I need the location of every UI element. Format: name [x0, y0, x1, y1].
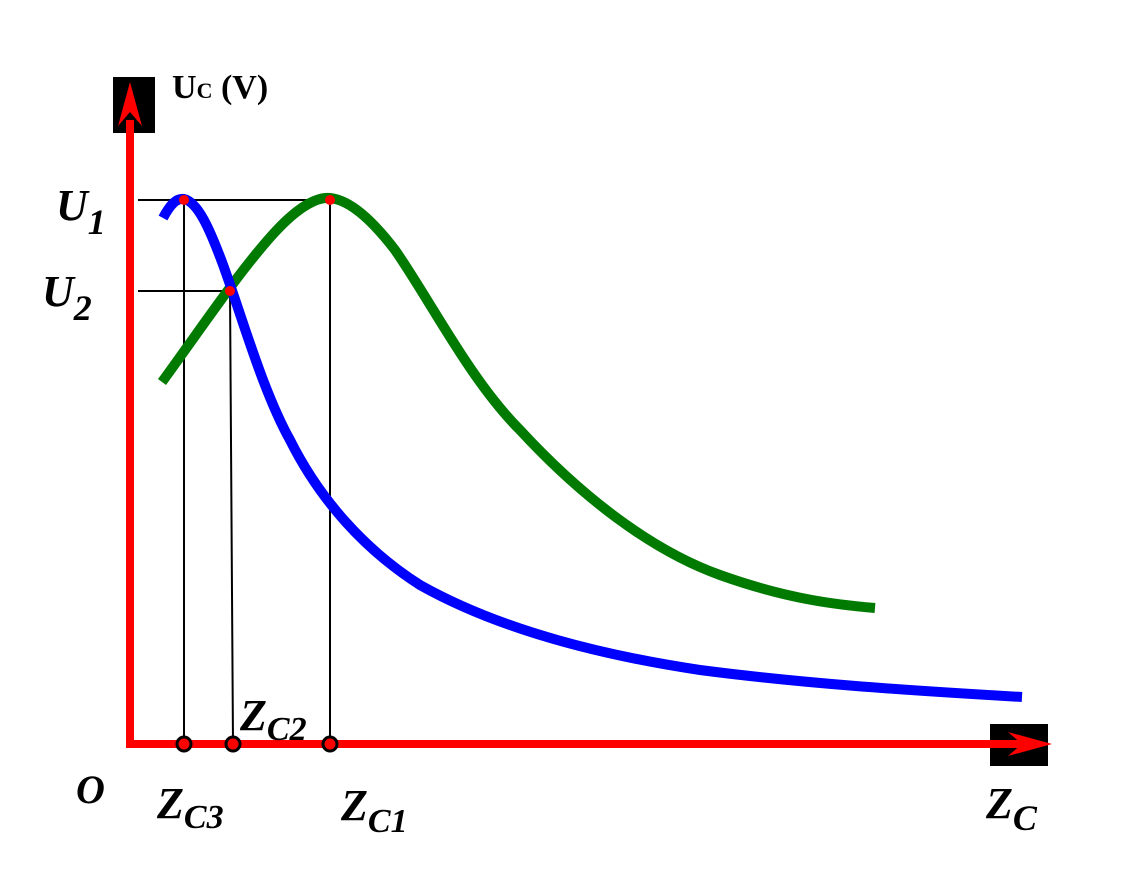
zc2-axis-marker — [224, 735, 242, 753]
zc2-vertical-guide — [229, 290, 234, 745]
intersection-marker — [225, 286, 235, 296]
u1-label: U1 — [56, 181, 106, 242]
u2-label: U2 — [42, 267, 92, 328]
blue-curve — [158, 193, 1023, 702]
zc2-label: ZC2 — [239, 691, 307, 748]
x-axis-arrowhead — [1008, 732, 1052, 756]
y-axis-label: UC (V) — [172, 69, 268, 106]
zc3-axis-marker — [175, 735, 193, 753]
zc1-label: ZC1 — [340, 781, 408, 840]
peak-blue-marker — [179, 195, 189, 205]
x-axis-label: ZC — [985, 779, 1038, 838]
origin-label: O — [76, 767, 105, 812]
y-axis-arrowhead — [118, 82, 142, 126]
green-curve — [157, 192, 876, 613]
peak-green-marker — [325, 195, 335, 205]
zc1-axis-marker — [321, 735, 339, 753]
zc3-label: ZC3 — [156, 779, 224, 836]
